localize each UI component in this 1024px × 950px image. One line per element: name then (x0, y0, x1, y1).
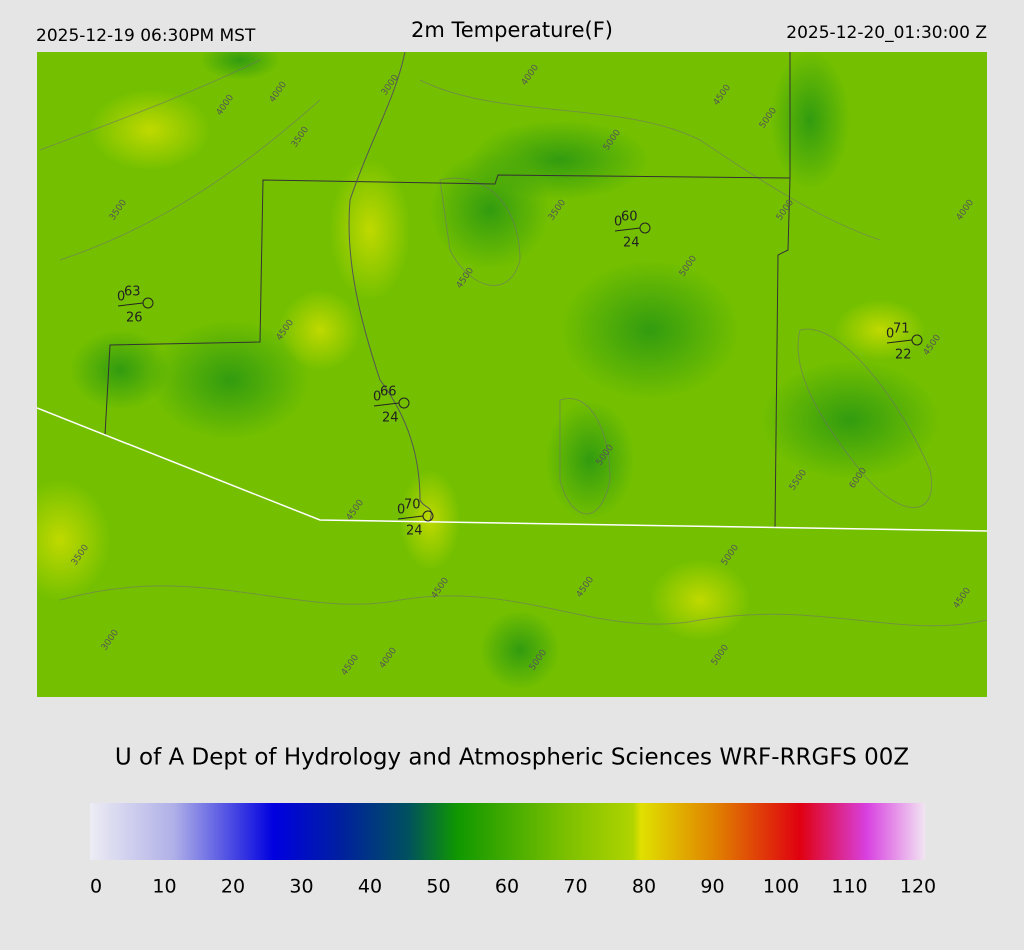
colorbar-tick-label: 100 (763, 876, 799, 898)
wind-barb (397, 515, 424, 520)
field-blob (545, 400, 635, 520)
boundary (104, 174, 791, 529)
valid-local: 2025-12-19 06:30PM MST (36, 26, 256, 46)
colorbar (90, 803, 925, 860)
contour (39, 59, 261, 151)
station-temperature: 70 (404, 498, 421, 513)
station-wind: 0 (373, 390, 381, 405)
field-blob (470, 120, 650, 200)
contour (419, 79, 881, 241)
colorbar-tick-label: 40 (358, 876, 382, 898)
station-wind: 0 (886, 327, 894, 342)
state-border (37, 407, 987, 532)
elevation-contours (39, 59, 987, 627)
colorbar-ticks: 0 10 20 30 40 50 60 70 80 90 100 110 120 (90, 860, 936, 898)
contour (59, 99, 321, 261)
station-temperature: 71 (893, 322, 910, 337)
field-blob (200, 52, 280, 80)
field-blob (37, 480, 110, 600)
field-blob (150, 320, 310, 440)
field-blob (650, 560, 750, 640)
credit: U of A Dept of Hydrology and Atmospheric… (115, 745, 909, 771)
station-wind: 0 (397, 503, 405, 518)
valid-utc: 2025-12-20_01:30:00 Z (786, 23, 987, 43)
colorbar-tick-label: 70 (563, 876, 587, 898)
colorbar-tick-label: 30 (289, 876, 313, 898)
station-dewpoint: 22 (895, 348, 912, 363)
field-blob (280, 290, 360, 370)
colorbar-tick-label: 120 (900, 876, 936, 898)
colorbar-tick-label: 10 (152, 876, 176, 898)
colorbar-tick-label: 20 (221, 876, 245, 898)
station-dewpoint: 24 (382, 411, 399, 426)
contour (797, 328, 932, 508)
field-blob (835, 300, 925, 360)
colorbar-tick-label: 50 (426, 876, 450, 898)
contour (559, 398, 611, 515)
station-temperature: 63 (124, 285, 141, 300)
station-temperature: 60 (621, 210, 638, 225)
field-blob (90, 90, 210, 170)
colorbar-tick-label: 110 (831, 876, 867, 898)
title: 2m Temperature(F) (411, 18, 613, 42)
contour (59, 585, 987, 627)
station-dewpoint: 24 (623, 236, 640, 251)
wind-barb (373, 402, 400, 407)
field-blob (560, 260, 740, 400)
colorbar-tick-label: 0 (90, 876, 102, 898)
field-blob (770, 52, 850, 190)
colorbar-tick-label: 80 (632, 876, 656, 898)
field-blob (70, 330, 170, 410)
field-blob (330, 160, 410, 300)
wind-barb (614, 227, 641, 232)
station-wind: 0 (117, 290, 125, 305)
wind-barb (886, 339, 913, 344)
station-temperature: 66 (380, 385, 397, 400)
colorbar-tick-label: 60 (495, 876, 519, 898)
colorbar-tick-label: 90 (700, 876, 724, 898)
station-dewpoint: 24 (406, 524, 423, 539)
field-blob (760, 360, 940, 480)
station-dewpoint: 26 (126, 311, 143, 326)
wind-barb (117, 302, 144, 307)
county-lines (104, 52, 791, 529)
station-wind: 0 (614, 215, 622, 230)
field-blob (480, 610, 560, 690)
contour (439, 177, 521, 286)
river (348, 52, 432, 521)
